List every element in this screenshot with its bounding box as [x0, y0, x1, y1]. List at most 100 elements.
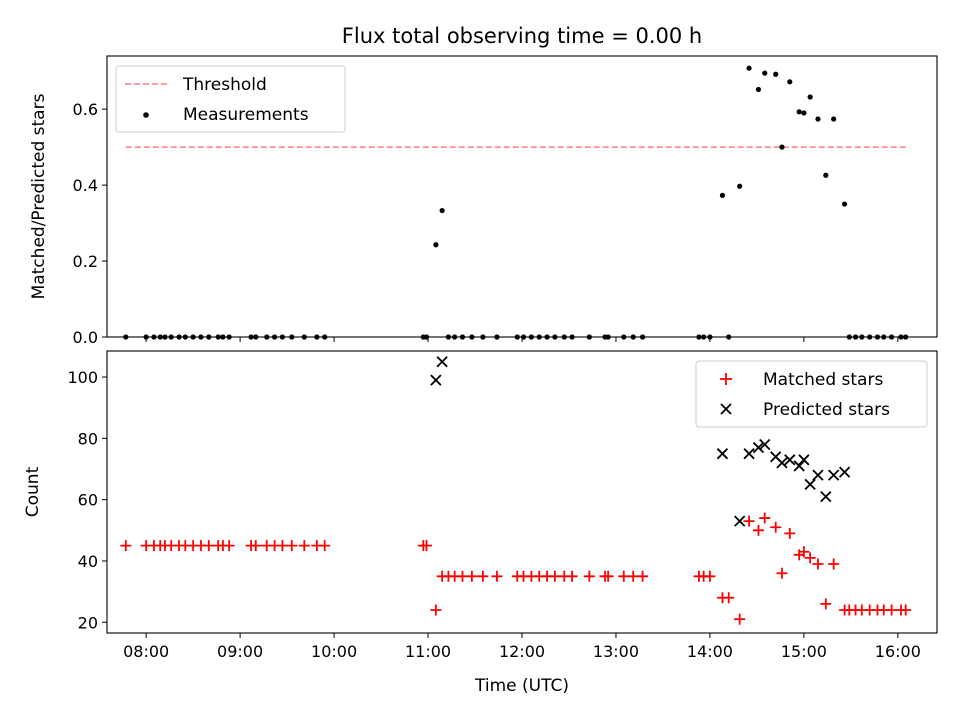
bottom-x-tick-label: 10:00	[311, 642, 357, 661]
matched-star-point	[276, 540, 288, 552]
matched-star-point	[886, 604, 898, 616]
matched-star-point	[900, 604, 912, 616]
matched-star-point	[637, 570, 649, 582]
bottom-x-tick-label: 09:00	[217, 642, 263, 661]
matched-star-point	[734, 613, 746, 625]
matched-star-point	[223, 540, 235, 552]
measurement-point	[823, 172, 829, 178]
bottom-x-tick-label: 12:00	[499, 642, 545, 661]
matched-star-point	[770, 521, 782, 533]
bottom-x-tick-label: 15:00	[781, 642, 827, 661]
matched-star-point	[566, 570, 578, 582]
measurement-point	[842, 201, 848, 207]
top-axis-ticks: 0.0 0.2 0.4 0.6	[73, 100, 899, 347]
bottom-y-tick-label: 100	[67, 368, 98, 387]
top-legend: Threshold Measurements	[115, 65, 346, 133]
matched-star-point	[812, 558, 824, 570]
matched-star-point	[828, 558, 840, 570]
matched-star-point	[420, 540, 432, 552]
matched-star-point	[784, 527, 796, 539]
legend-matched-swatch	[720, 373, 732, 385]
matched-star-point	[704, 570, 716, 582]
predicted-star-point	[436, 356, 448, 368]
bottom-legend-box	[695, 360, 928, 428]
bottom-legend: Matched stars Predicted stars	[695, 360, 928, 428]
predicted-star-point	[759, 438, 771, 451]
legend-matched-label: Matched stars	[763, 370, 883, 390]
top-legend-box	[115, 65, 346, 133]
predicted-star-point	[734, 515, 746, 527]
matched-star-point	[491, 570, 503, 582]
matched-star-point	[723, 592, 735, 604]
matched-star-point	[798, 546, 810, 558]
top-y-tick-label: 0.0	[73, 328, 98, 347]
bottom-axis-ticks: 20 40 60 80 100 08:00 09:00 10:00 11:00 12:00 13:0…	[67, 368, 920, 661]
matched-star-point	[298, 540, 310, 552]
predicted-star-point	[838, 466, 851, 478]
matched-star-point	[602, 570, 614, 582]
bottom-y-tick-label: 60	[78, 491, 98, 510]
x-axis-label: Time (UTC)	[474, 676, 569, 696]
legend-measurements-label: Measurements	[183, 105, 309, 125]
legend-threshold-label: Threshold	[182, 75, 267, 95]
legend-predicted-swatch	[720, 403, 732, 415]
chart-title: Flux total observing time = 0.00 h	[342, 24, 702, 48]
matched-star-point	[120, 540, 132, 552]
predicted-star-point	[820, 490, 832, 503]
bottom-y-tick-label: 20	[78, 613, 98, 632]
measurement-point	[755, 86, 762, 93]
predicted-star-point	[743, 448, 755, 460]
measurement-point	[762, 70, 768, 76]
bottom-y-tick-label: 80	[78, 429, 98, 448]
top-y-tick-label: 0.2	[73, 252, 98, 271]
measurement-point	[433, 242, 439, 248]
measurement-point	[807, 94, 813, 100]
measurement-point	[801, 110, 807, 116]
matched-star-point	[430, 604, 442, 616]
matched-star-point	[203, 540, 215, 552]
measurement-point	[773, 71, 779, 77]
predicted-star-point	[716, 448, 729, 460]
matched-star-point	[477, 570, 489, 582]
measurement-point	[439, 207, 445, 214]
matched-star-point	[319, 540, 331, 552]
bottom-x-tick-label: 16:00	[875, 642, 921, 661]
measurement-point	[779, 144, 785, 150]
top-y-tick-label: 0.6	[73, 100, 98, 119]
predicted-star-point	[793, 460, 805, 472]
matched-star-point	[286, 540, 298, 552]
matched-star-point	[743, 515, 755, 527]
predicted-star-point	[804, 478, 816, 490]
matched-star-point	[752, 524, 764, 536]
bottom-x-tick-label: 11:00	[405, 642, 451, 661]
matched-star-point	[250, 540, 262, 552]
matched-star-point	[618, 570, 630, 582]
measurement-point	[719, 192, 726, 198]
measurement-point	[737, 183, 743, 189]
matched-star-point	[466, 570, 478, 582]
matched-star-point	[456, 570, 468, 582]
predicted-star-point	[776, 457, 788, 469]
predicted-star-point	[752, 441, 765, 454]
bottom-x-tick-label: 14:00	[687, 642, 733, 661]
matched-star-point	[804, 552, 816, 564]
bottom-x-tick-label: 13:00	[593, 642, 639, 661]
predicted-star-point	[828, 469, 840, 481]
matched-star-point	[759, 512, 771, 524]
top-y-axis-label: Matched/Predicted stars	[29, 93, 49, 299]
matched-star-point	[820, 598, 832, 610]
measurement-point	[796, 109, 802, 115]
measurement-point	[787, 79, 793, 85]
bottom-plot-marks	[120, 356, 912, 625]
legend-predicted-label: Predicted stars	[763, 400, 890, 420]
predicted-star-point	[798, 454, 810, 466]
top-y-tick-label: 0.4	[73, 176, 98, 195]
matched-star-point	[583, 570, 595, 582]
predicted-star-point	[784, 454, 796, 466]
measurement-point	[831, 116, 837, 122]
legend-measurements-swatch	[143, 112, 149, 118]
bottom-x-tick-label: 08:00	[123, 642, 169, 661]
matched-star-point	[627, 570, 639, 582]
measurement-point	[815, 116, 821, 122]
